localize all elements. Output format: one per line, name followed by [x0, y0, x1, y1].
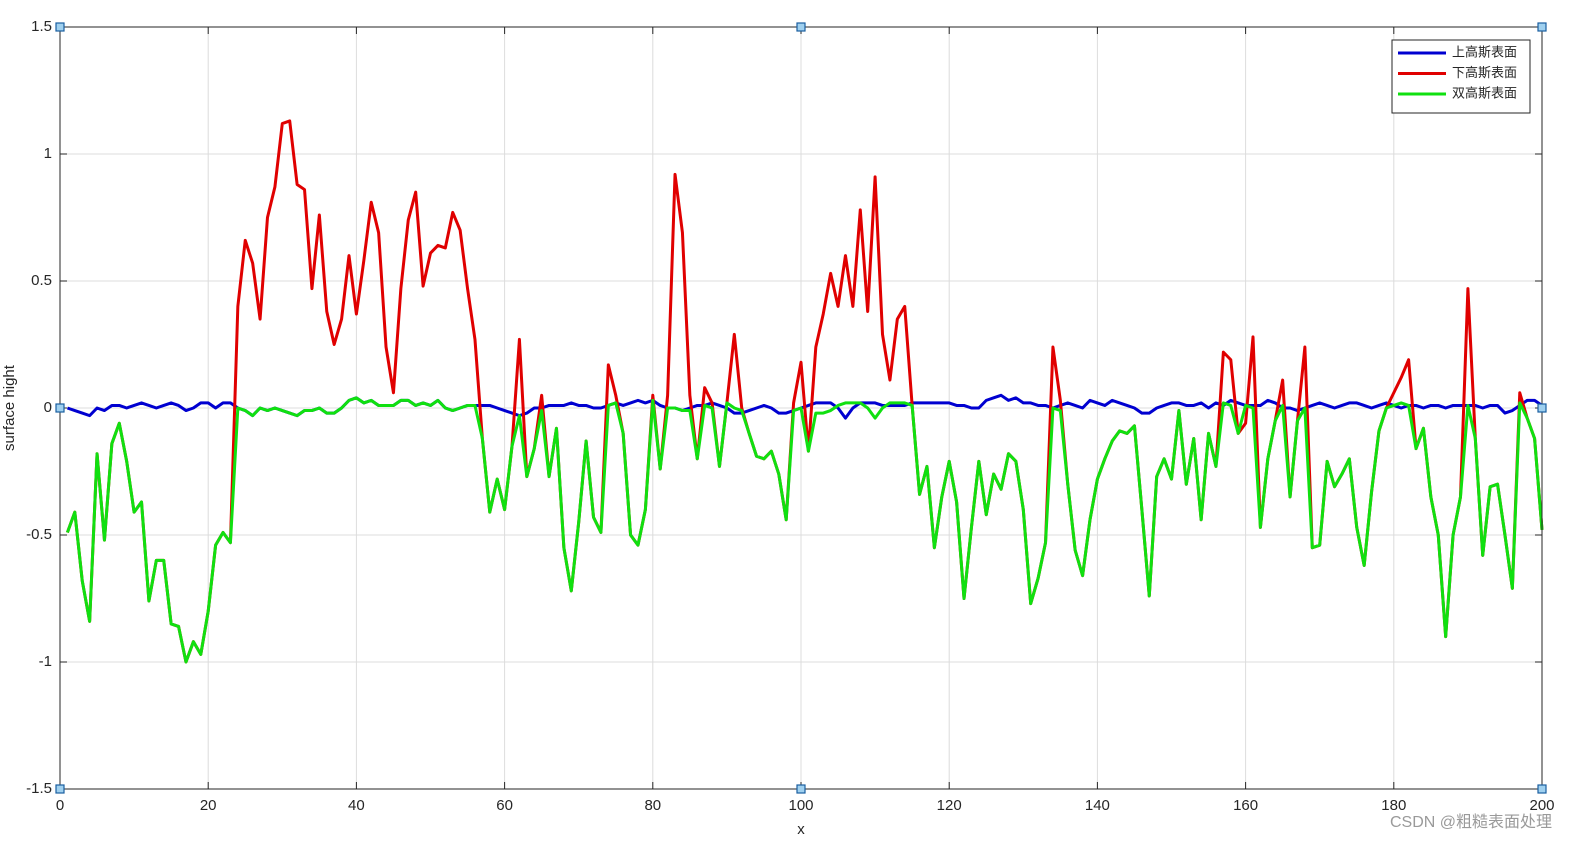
y-tick-label: -0.5 — [26, 526, 52, 543]
selection-handles — [55, 22, 1547, 794]
x-tick-label: 20 — [200, 797, 217, 814]
y-tick-label: 1 — [44, 145, 52, 162]
y-axis-label: surface hight — [1, 364, 18, 451]
x-tick-label: 200 — [1529, 797, 1554, 814]
x-tick-label: 140 — [1085, 797, 1110, 814]
x-tick-label: 120 — [937, 797, 962, 814]
x-tick-label: 180 — [1381, 797, 1406, 814]
y-tick-label: -1.5 — [26, 780, 52, 797]
y-tick-label: 0 — [44, 399, 52, 416]
handle — [796, 22, 806, 32]
handle — [796, 784, 806, 794]
y-tick-label: 0.5 — [31, 272, 52, 289]
x-tick-label: 0 — [56, 797, 64, 814]
watermark: CSDN @粗糙表面处理 — [1390, 813, 1552, 831]
x-tick-label: 160 — [1233, 797, 1258, 814]
x-tick-label: 80 — [644, 797, 661, 814]
handle — [55, 22, 65, 32]
handle — [1537, 22, 1547, 32]
legend-label: 上高斯表面 — [1452, 45, 1517, 61]
handle — [1537, 403, 1547, 413]
y-tick-label: 1.5 — [31, 18, 52, 35]
x-tick-label: 100 — [788, 797, 813, 814]
x-axis-label: x — [797, 821, 805, 838]
x-tick-label: 40 — [348, 797, 365, 814]
series-line — [66, 396, 1544, 664]
legend-label: 双高斯表面 — [1452, 86, 1517, 102]
lines — [66, 119, 1544, 664]
x-tick-label: 60 — [496, 797, 513, 814]
handle — [55, 403, 65, 413]
handle — [55, 784, 65, 794]
handle — [1537, 784, 1547, 794]
y-tick-label: -1 — [39, 653, 52, 670]
legend-label: 下高斯表面 — [1452, 65, 1517, 81]
